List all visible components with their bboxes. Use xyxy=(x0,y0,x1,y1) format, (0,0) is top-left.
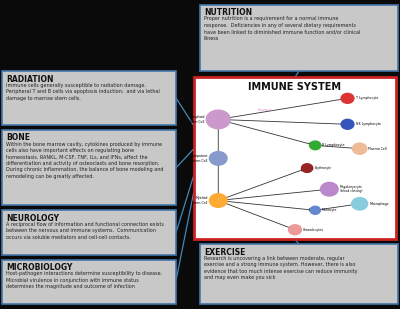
FancyBboxPatch shape xyxy=(2,71,176,125)
Circle shape xyxy=(352,198,368,210)
Text: NK Lymphocyte: NK Lymphocyte xyxy=(356,122,380,126)
Text: Lymphoid
Stem Cell: Lymphoid Stem Cell xyxy=(189,115,205,124)
Text: Megakaryocyte
(blood clotting): Megakaryocyte (blood clotting) xyxy=(340,185,363,193)
FancyBboxPatch shape xyxy=(200,5,398,71)
Circle shape xyxy=(352,143,367,154)
Circle shape xyxy=(206,110,230,129)
Text: thymus: thymus xyxy=(258,108,272,112)
Circle shape xyxy=(310,141,321,150)
Text: NEUROLOGY: NEUROLOGY xyxy=(6,214,59,223)
Text: RADIATION: RADIATION xyxy=(6,75,54,84)
FancyBboxPatch shape xyxy=(194,77,396,239)
Text: EXERCISE: EXERCISE xyxy=(204,248,245,257)
Circle shape xyxy=(341,119,354,129)
Circle shape xyxy=(320,182,338,196)
Circle shape xyxy=(341,93,354,103)
Text: MICROBIOLOGY: MICROBIOLOGY xyxy=(6,263,72,272)
Text: Immune cells generally susceptible to radiation damage.
Peripheral T and B cells: Immune cells generally susceptible to ra… xyxy=(6,83,160,101)
FancyBboxPatch shape xyxy=(2,130,176,205)
Text: Host-pathogen interactions determine susceptibility to disease.
Microbial virule: Host-pathogen interactions determine sus… xyxy=(6,271,162,289)
Circle shape xyxy=(210,194,227,207)
Text: Pluripotent
Stem Cell: Pluripotent Stem Cell xyxy=(190,154,208,163)
Circle shape xyxy=(310,206,320,214)
Text: Within the bone marrow cavity, cytokines produced by immune
cells also have impo: Within the bone marrow cavity, cytokines… xyxy=(6,142,164,179)
Text: Macrophage: Macrophage xyxy=(369,202,389,206)
Circle shape xyxy=(302,164,313,172)
Circle shape xyxy=(289,225,302,235)
FancyBboxPatch shape xyxy=(200,244,398,304)
Text: Myeloid
Stem Cell: Myeloid Stem Cell xyxy=(192,196,208,205)
Text: Research is uncovering a link between moderate, regular
exercise and a strong im: Research is uncovering a link between mo… xyxy=(204,256,358,280)
Text: Erythrocyte: Erythrocyte xyxy=(314,166,332,170)
Text: Granulocytes: Granulocytes xyxy=(303,228,324,232)
FancyBboxPatch shape xyxy=(2,210,176,255)
Text: NUTRITION: NUTRITION xyxy=(204,8,252,17)
Text: Monocyte: Monocyte xyxy=(322,208,338,212)
Text: B Lymphocyte: B Lymphocyte xyxy=(322,143,345,147)
Text: BONE: BONE xyxy=(6,133,30,142)
Text: IMMUNE SYSTEM: IMMUNE SYSTEM xyxy=(248,82,342,92)
Text: T Lymphocyte: T Lymphocyte xyxy=(356,96,378,100)
Text: Plasma Cell: Plasma Cell xyxy=(368,147,387,150)
Circle shape xyxy=(210,151,227,165)
Text: A reciprocal flow of information and functional connection exists
between the ne: A reciprocal flow of information and fun… xyxy=(6,222,164,240)
Text: Proper nutrition is a requirement for a normal immune
response.  Deficiencies in: Proper nutrition is a requirement for a … xyxy=(204,16,360,40)
FancyBboxPatch shape xyxy=(2,260,176,304)
